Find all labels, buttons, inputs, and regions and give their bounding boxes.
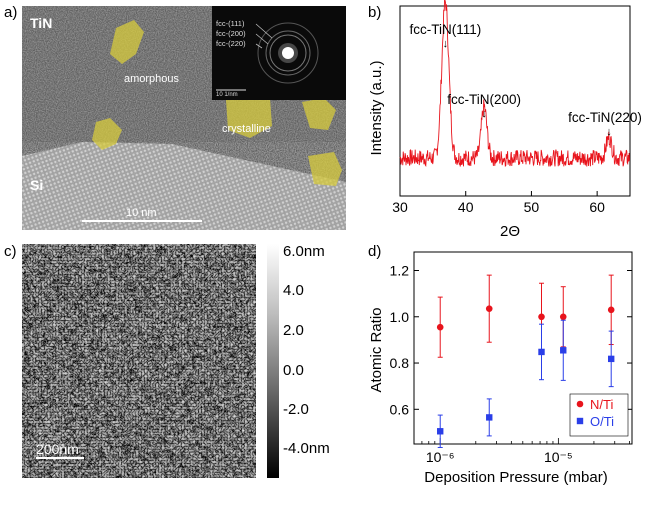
ar-point-ni-3 xyxy=(559,313,567,321)
tem-highlight-1 xyxy=(110,20,144,64)
tem-label-top: TiN xyxy=(30,15,52,31)
saed-ring-220 xyxy=(257,22,319,84)
colorbar-tick-2: 4.0 xyxy=(283,282,304,299)
ar-legend: N/Ti O/Ti xyxy=(569,393,629,437)
xrd-frame xyxy=(399,5,631,197)
tem-amorphous-label: amorphous xyxy=(124,73,180,85)
saed-ring-label-200: fcc-(200) xyxy=(216,29,246,38)
xrd-peak-label-2: fcc-TiN(220) xyxy=(568,110,642,125)
ar-legend-marker-1 xyxy=(576,417,584,425)
ar-point-oti-1 xyxy=(486,414,493,421)
ar-ytick-label-1: 0.8 xyxy=(390,355,410,371)
xrd-xtick-label-2: 50 xyxy=(524,199,540,215)
ar-point-oti-3 xyxy=(560,347,567,354)
tem-image: TiN Si amorphous crystalline 10 nm fcc-(… xyxy=(22,6,346,230)
xrd-peak-label-1: fcc-TiN(200) xyxy=(447,92,521,107)
saed-ring-label-220: fcc-(220) xyxy=(216,39,246,48)
saed-ring-111 xyxy=(269,34,307,72)
ar-legend-label-1: O/Ti xyxy=(590,414,614,429)
ar-point-ni-1 xyxy=(485,305,493,312)
tem-highlight-5 xyxy=(308,152,342,186)
saed-inset: fcc-(111) fcc-(200) fcc-(220) 10 1/nm xyxy=(212,6,346,100)
xrd-xtick-label-1: 40 xyxy=(458,199,474,215)
afm-colorbar xyxy=(267,244,279,478)
ar-point-ni-4 xyxy=(607,306,615,314)
tem-label-bottom: Si xyxy=(30,177,43,193)
ar-point-ni-0 xyxy=(436,323,444,331)
tem-highlight-4 xyxy=(302,98,336,130)
panel-label-d: d) xyxy=(368,243,382,260)
saed-center-spot xyxy=(282,47,294,59)
colorbar-tick-5: -2.0 xyxy=(283,401,309,418)
tem-highlight-2 xyxy=(92,118,122,150)
xrd-peak-arrow-0: ↓ xyxy=(443,38,449,50)
panel-label-c: c) xyxy=(4,243,17,260)
panel-label-a: a) xyxy=(4,4,18,21)
colorbar-tick-3: 2.0 xyxy=(283,322,304,339)
ar-ytick-label-3: 1.2 xyxy=(390,263,410,279)
colorbar-tick-6: -4.0nm xyxy=(283,440,330,457)
xrd-xtick-label-0: 30 xyxy=(392,199,408,215)
ar-legend-label-0: N/Ti xyxy=(590,397,613,412)
ar-xtick-label-1: 10⁻⁵ xyxy=(544,449,573,465)
xrd-xtick-label-3: 60 xyxy=(589,199,605,215)
colorbar-tick-1: 6.0nm xyxy=(283,243,325,260)
xrd-peak-label-0: fcc-TiN(111) xyxy=(409,22,481,37)
atomic-ratio-chart: 0.6 0.8 1.0 1.2 10⁻⁶ 10⁻⁵ N/Ti O/Ti Deposition … xyxy=(368,251,633,486)
xrd-peak-arrow-2: ↓ xyxy=(606,126,612,138)
saed-ring-label-111: fcc-(111) xyxy=(216,19,245,28)
ar-ytick-label-0: 0.6 xyxy=(390,401,410,417)
ar-point-oti-2 xyxy=(538,348,545,356)
ar-point-ni-2 xyxy=(538,313,545,321)
ar-xlabel: Deposition Pressure (mbar) xyxy=(424,469,607,486)
ar-ytick-label-2: 1.0 xyxy=(390,309,410,325)
ar-point-oti-4 xyxy=(607,355,615,363)
afm-image: 200nm xyxy=(22,244,256,478)
tem-scalebar-label: 10 nm xyxy=(126,207,157,219)
xrd-ylabel: Intensity (a.u.) xyxy=(368,60,385,155)
ar-ylabel: Atomic Ratio xyxy=(368,307,385,392)
xrd-peak-arrow-1: ↓ xyxy=(481,108,487,120)
saed-scalebar-label: 10 1/nm xyxy=(216,92,238,98)
xrd-xlabel: 2Θ xyxy=(500,223,520,240)
tem-highlight-3 xyxy=(226,94,272,138)
ar-point-oti-0 xyxy=(437,428,444,435)
tem-crystalline-label: crystalline xyxy=(222,123,271,135)
afm-scalebar-label: 200nm xyxy=(36,441,79,457)
saed-ring-200 xyxy=(265,30,311,76)
panel-label-b: b) xyxy=(368,4,382,21)
colorbar-tick-4: 0.0 xyxy=(283,362,304,379)
ar-legend-marker-0 xyxy=(576,400,584,408)
xrd-pattern-line xyxy=(399,0,630,168)
ar-xtick-label-0: 10⁻⁶ xyxy=(426,449,455,465)
